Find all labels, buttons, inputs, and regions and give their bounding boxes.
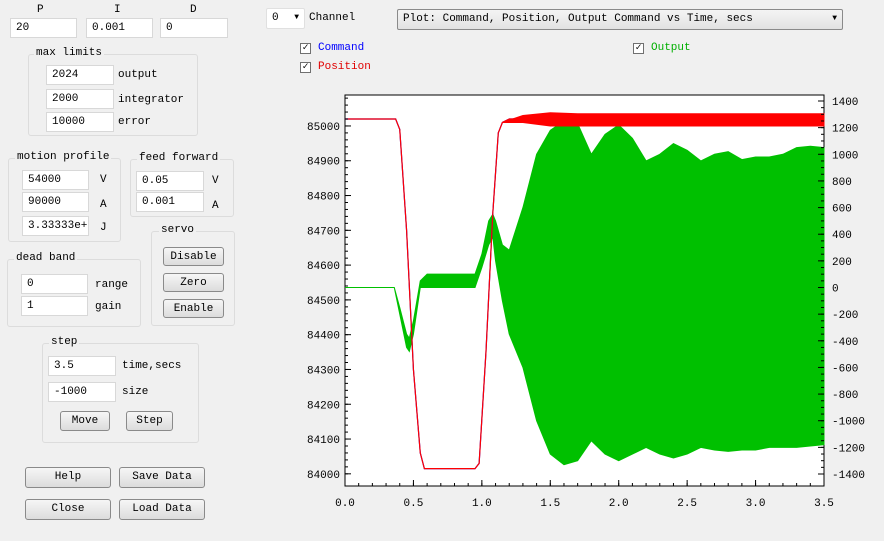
close-button[interactable]: Close [25,499,111,520]
step-time-input[interactable]: 3.5 [48,356,116,376]
d-label: D [190,4,197,16]
right-tick-label: 200 [832,257,852,269]
right-tick-label: 1200 [832,124,858,136]
i-label: I [114,4,121,16]
left-tick-label: 84900 [307,157,340,169]
left-tick-label: 84000 [307,470,340,482]
x-tick-label: 1.5 [540,498,560,510]
error-limit-label: error [118,116,151,128]
load-data-button[interactable]: Load Data [119,499,205,520]
x-tick-label: 0.0 [335,498,355,510]
time-secs-label: time,secs [122,360,181,372]
error-limit-input[interactable]: 10000 [46,112,114,132]
acceleration-input[interactable]: 90000 [22,192,89,212]
x-tick-label: 2.0 [609,498,629,510]
left-tick-label: 84200 [307,400,340,412]
p-label: P [37,4,44,16]
output-checkbox[interactable]: ✓ [633,43,644,54]
right-tick-label: -200 [832,310,858,322]
plot-select-value: Plot: Command, Position, Output Command … [403,13,753,25]
gain-label: gain [95,301,121,313]
x-tick-label: 1.0 [472,498,492,510]
right-tick-label: 400 [832,230,852,242]
dead-band-gain-input[interactable]: 1 [21,296,88,316]
range-label: range [95,279,128,291]
x-tick-label: 0.5 [404,498,424,510]
velocity-input[interactable]: 54000 [22,170,89,190]
channel-label: Channel [309,12,355,24]
right-tick-label: -1200 [832,443,865,455]
position-checkbox[interactable]: ✓ [300,62,311,73]
right-tick-label: 1400 [832,97,858,109]
output-limit-label: output [118,69,158,81]
chevron-down-icon: ▼ [294,13,299,22]
channel-select[interactable]: 0 ▼ [266,8,305,29]
ff-acceleration-label: A [212,200,219,212]
step-button[interactable]: Step [126,411,173,431]
pid-tuner-window: P I D 20 0.001 0 max limits 2024 output … [0,0,884,541]
right-tick-label: -400 [832,337,858,349]
ff-velocity-label: V [212,175,219,187]
x-tick-label: 3.5 [814,498,834,510]
enable-button[interactable]: Enable [163,299,224,318]
ff-velocity-input[interactable]: 0.05 [136,171,204,191]
dead-band-range-input[interactable]: 0 [21,274,88,294]
left-tick-label: 84600 [307,261,340,273]
integrator-limit-label: integrator [118,94,184,106]
right-tick-label: 1000 [832,150,858,162]
right-tick-label: 800 [832,177,852,189]
chevron-down-icon: ▼ [832,14,837,23]
left-tick-label: 84400 [307,331,340,343]
left-tick-label: 84100 [307,435,340,447]
move-button[interactable]: Move [60,411,110,431]
right-tick-label: 0 [832,284,839,296]
command-checkbox[interactable]: ✓ [300,43,311,54]
zero-button[interactable]: Zero [163,273,224,292]
p-input[interactable]: 20 [10,18,77,38]
left-tick-label: 84500 [307,296,340,308]
acceleration-label: A [100,199,107,211]
left-tick-label: 85000 [307,122,340,134]
left-tick-label: 84700 [307,226,340,238]
jerk-label: J [100,222,107,234]
position-checkbox-label: Position [318,61,371,73]
step-title: step [49,336,79,348]
i-input[interactable]: 0.001 [86,18,153,38]
left-tick-label: 84800 [307,192,340,204]
plot-chart: 0.0 0.5 1.0 1.5 2.0 2.5 3.0 3.5 84000 84100 84200 8… [300,88,884,518]
right-tick-label: -1400 [832,470,865,482]
integrator-limit-input[interactable]: 2000 [46,89,114,109]
step-size-input[interactable]: -1000 [48,382,116,402]
dead-band-title: dead band [14,252,77,264]
velocity-label: V [100,174,107,186]
right-tick-label: -1000 [832,417,865,429]
max-limits-title: max limits [34,47,104,59]
right-tick-label: -800 [832,390,858,402]
right-tick-label: 600 [832,204,852,216]
save-data-button[interactable]: Save Data [119,467,205,488]
right-tick-label: -600 [832,363,858,375]
x-tick-label: 3.0 [746,498,766,510]
output-checkbox-label: Output [651,42,691,54]
jerk-input[interactable]: 3.33333e+ [22,216,89,236]
help-button[interactable]: Help [25,467,111,488]
x-tick-label: 2.5 [677,498,697,510]
d-input[interactable]: 0 [160,18,228,38]
command-checkbox-label: Command [318,42,364,54]
plot-select[interactable]: Plot: Command, Position, Output Command … [397,9,843,30]
disable-button[interactable]: Disable [163,247,224,266]
feed-forward-title: feed forward [137,152,220,164]
channel-value: 0 [272,12,279,24]
servo-title: servo [159,224,196,236]
motion-profile-title: motion profile [15,151,111,163]
output-limit-input[interactable]: 2024 [46,65,114,85]
ff-acceleration-input[interactable]: 0.001 [136,192,204,212]
left-tick-label: 84300 [307,365,340,377]
size-label: size [122,386,148,398]
